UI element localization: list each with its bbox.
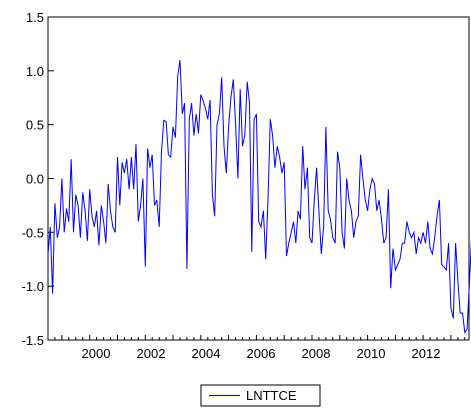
y-tick-label: -1.0 xyxy=(22,279,44,294)
y-tick-label: -0.5 xyxy=(22,225,44,240)
y-tick-label: 1.5 xyxy=(26,10,44,25)
legend: LNTTCE xyxy=(200,384,321,407)
legend-box xyxy=(200,384,321,407)
x-tick-label: 2004 xyxy=(192,346,221,361)
x-axis: 2000 2002 2004 2006 2008 2010 2012 xyxy=(54,335,466,361)
x-tick-label: 2002 xyxy=(137,346,166,361)
y-axis: 1.5 1.0 0.5 0.0 -0.5 -1.0 -1.5 xyxy=(22,10,54,348)
legend-label: LNTTCE xyxy=(246,388,297,403)
y-tick-label: 1.0 xyxy=(26,64,44,79)
y-tick-label: 0.0 xyxy=(26,172,44,187)
x-tick-label: 2012 xyxy=(412,346,441,361)
x-tick-label: 2000 xyxy=(82,346,111,361)
x-minor-ticks xyxy=(54,335,466,340)
x-tick-label: 2010 xyxy=(357,346,386,361)
x-tick-label: 2008 xyxy=(302,346,331,361)
x-tick-label: 2006 xyxy=(247,346,276,361)
plot-frame xyxy=(47,16,470,341)
y-tick-label: -1.5 xyxy=(22,333,44,348)
series-line-lnttce xyxy=(47,60,471,334)
y-tick-label: 0.5 xyxy=(26,118,44,133)
